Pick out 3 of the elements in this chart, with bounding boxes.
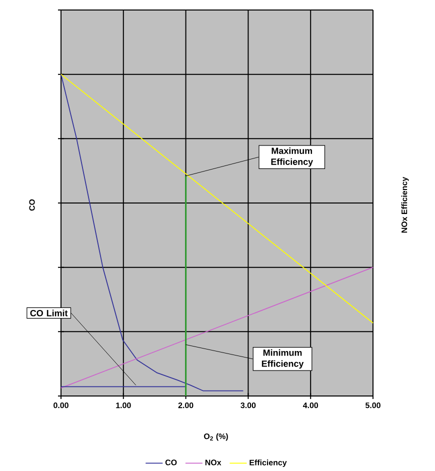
annotation: CO Limit bbox=[30, 310, 68, 316]
annotation: Maximum Efficiency bbox=[271, 147, 314, 167]
annotation: Minimum Efficiency bbox=[262, 349, 304, 369]
